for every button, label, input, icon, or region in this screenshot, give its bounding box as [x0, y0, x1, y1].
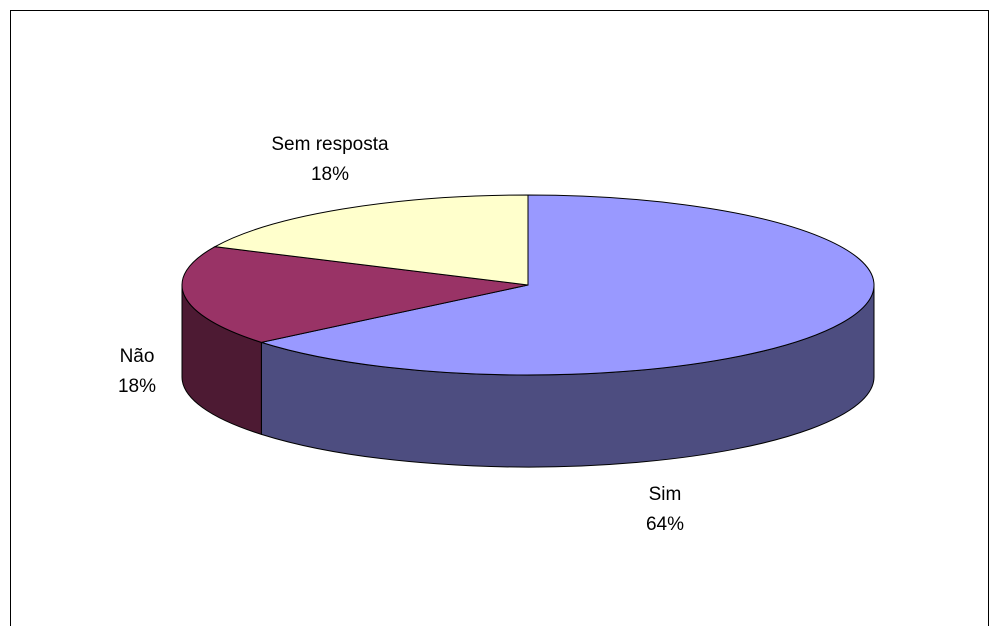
slice [181, 246, 529, 343]
slice-value-label: 18% [118, 376, 156, 397]
slice-label: Não [120, 346, 155, 367]
slice-label: Sem resposta [271, 134, 389, 155]
slice [259, 194, 875, 376]
slice [213, 194, 529, 286]
slice-value-label: 18% [311, 164, 349, 185]
slice-label: Sim [649, 484, 682, 505]
slice-value-label: 64% [646, 514, 684, 535]
